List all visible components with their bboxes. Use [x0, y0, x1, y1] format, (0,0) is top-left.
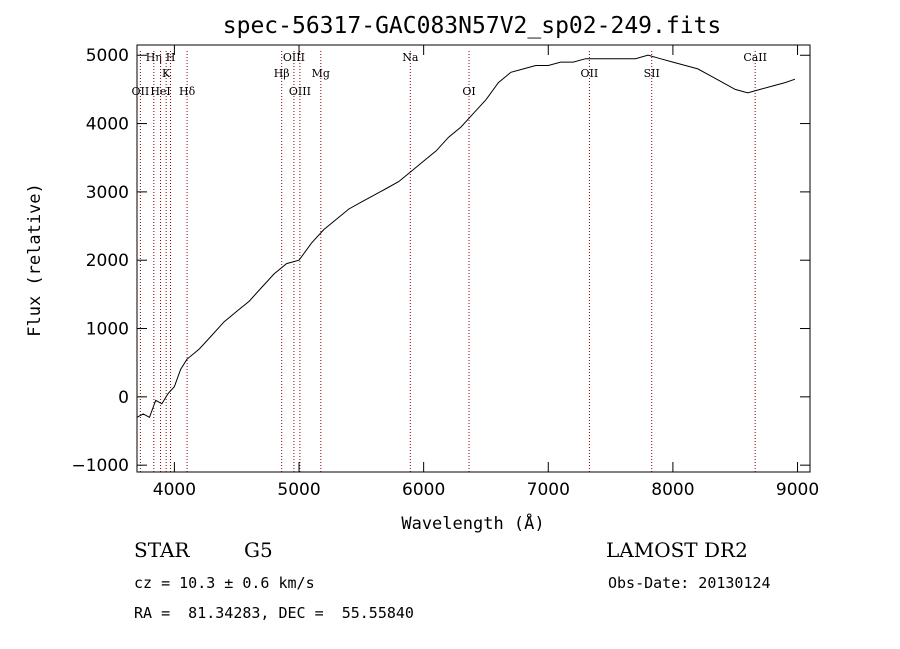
x-axis-label: Wavelength (Å)	[401, 512, 544, 534]
emission-line-label: OIII	[289, 85, 311, 98]
y-tick-label: 4000	[86, 115, 129, 135]
emission-line-label: Na	[402, 51, 419, 64]
x-tick-label: 4000	[153, 480, 196, 500]
emission-line-label: Mg	[312, 67, 330, 80]
spectrum-line	[136, 54, 796, 419]
redshift-text: cz = 10.3 ± 0.6 km/s	[134, 574, 315, 592]
plot-frame	[136, 44, 811, 473]
object-class: STAR	[134, 538, 190, 562]
emission-line-label: OII	[581, 67, 599, 80]
y-tick-label: 5000	[86, 46, 129, 66]
y-tick-label: 3000	[86, 183, 129, 203]
y-axis: −1000 0 1000 2000 3000 4000 5000	[71, 46, 810, 476]
x-tick-label: 5000	[277, 480, 320, 500]
y-tick-label: 0	[118, 388, 129, 408]
y-axis-label: Flux (relative)	[25, 183, 45, 337]
obs-date-text: Obs-Date: 20130124	[608, 574, 771, 592]
y-tick-label: −1000	[71, 456, 129, 476]
emission-line-label: Hη	[146, 51, 162, 64]
emission-line-label: OII	[132, 85, 150, 98]
y-tick-label: 2000	[86, 251, 129, 271]
x-tick-label: 8000	[651, 480, 694, 500]
emission-line-label: OI	[462, 85, 475, 98]
emission-line-label: H	[166, 51, 176, 64]
object-subclass: G5	[244, 538, 273, 562]
emission-line-label: HeI	[150, 85, 170, 98]
x-tick-label: 9000	[776, 480, 819, 500]
emission-line-label: CaII	[743, 51, 767, 64]
x-tick-label: 7000	[527, 480, 570, 500]
emission-line-label: Hδ	[179, 85, 196, 98]
spectrum-chart: spec-56317-GAC083N57V2_sp02-249.fits OII…	[25, 13, 819, 534]
y-tick-label: 1000	[86, 320, 129, 340]
emission-line-label: Hβ	[274, 67, 290, 80]
x-tick-label: 6000	[402, 480, 445, 500]
emission-line-label: SII	[644, 67, 660, 80]
emission-line-label: OIII	[283, 51, 305, 64]
chart-title: spec-56317-GAC083N57V2_sp02-249.fits	[223, 13, 722, 39]
survey-label: LAMOST DR2	[606, 538, 748, 562]
emission-line-label: K	[162, 67, 171, 80]
x-axis: 4000 5000 6000 7000 8000 9000	[153, 45, 819, 500]
coordinates-text: RA = 81.34283, DEC = 55.55840	[134, 604, 414, 622]
